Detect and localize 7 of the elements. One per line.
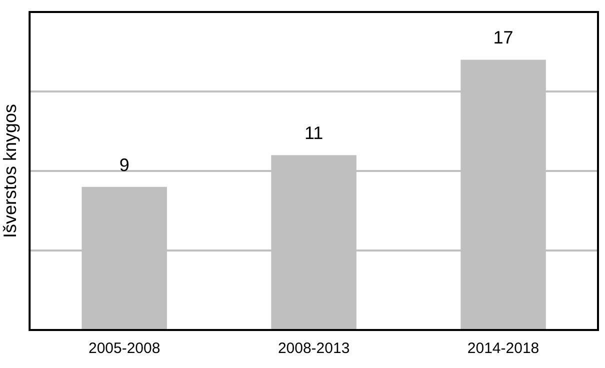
data-label: 17 bbox=[493, 28, 514, 48]
data-label: 9 bbox=[119, 154, 130, 175]
data-label: 11 bbox=[304, 123, 324, 144]
x-tick-label: 2005-2008 bbox=[88, 340, 160, 358]
x-tick-label: 2008-2013 bbox=[278, 340, 350, 358]
x-tick-label: 2014-2018 bbox=[467, 340, 540, 358]
y-axis-title: Išverstos knygos bbox=[0, 104, 20, 238]
